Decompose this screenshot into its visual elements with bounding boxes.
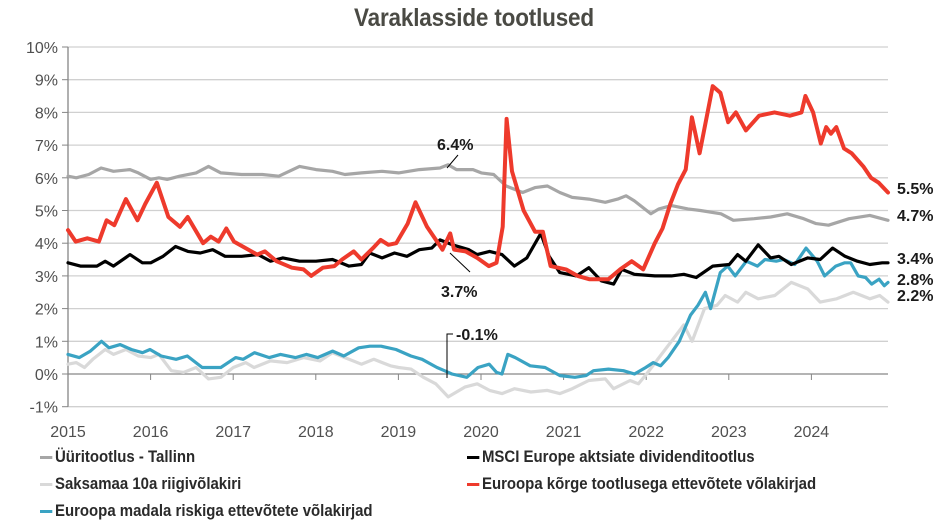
end-label: 5.5% [897,181,933,198]
end-label: 2.2% [897,288,933,305]
legend-item-investment-grade[interactable]: Euroopa madala riskiga ettevõtete võlaki… [40,501,373,521]
grid-lines [68,46,888,408]
y-tick-label: 5% [35,204,58,221]
x-tick-label: 2024 [794,424,830,441]
y-axis-tick-labels: 10% 9% 8% 7% 6% 5% 4% 3% 2% 1% 0% -1% [26,40,58,417]
legend-label: MSCI Europe aktsiate dividenditootlus [481,447,755,466]
series-line-4 [66,246,890,379]
end-label: 3.4% [897,251,933,268]
legend-item-rent-yield[interactable]: Üüritootlus - Tallinn [40,447,195,467]
x-tick-label: 2018 [298,424,334,441]
annotation-label: 6.4% [437,137,473,154]
y-tick-label: 6% [35,171,58,188]
y-tick-label: 7% [35,138,58,155]
series-line-1 [66,231,890,286]
legend-item-german-bund[interactable]: Saksamaa 10a riigivõlakiri [40,474,241,494]
legend-item-high-yield[interactable]: Euroopa kõrge tootlusega ettevõtete võla… [467,474,816,494]
y-tick-label: -1% [30,400,58,417]
annotation-leader [446,333,453,378]
legend-swatch [40,455,53,459]
annotation-label: 3.7% [441,284,477,301]
axes [62,46,888,408]
legend-swatch [40,482,53,486]
x-tick-label: 2016 [133,424,169,441]
legend-label: Euroopa kõrge tootlusega ettevõtete võla… [481,474,817,493]
x-axis-tick-labels: 2015 2016 2017 2018 2019 2020 2021 2022 2023 2024 [50,424,829,441]
end-label: 2.8% [897,272,933,289]
annotation-leader [449,252,471,273]
y-tick-label: 4% [35,236,58,253]
chart-title: Varaklasside tootlused [354,4,594,32]
legend-swatch [467,482,480,486]
series-lines [66,84,890,399]
legend-item-msci-dividend[interactable]: MSCI Europe aktsiate dividenditootlus [467,447,755,467]
legend-swatch [467,455,480,459]
series-line-0 [66,163,890,227]
series-line-3 [66,84,890,282]
end-label: 4.7% [897,208,933,225]
x-tick-label: 2023 [711,424,747,441]
end-labels: 4.7% 3.4% 2.2% 5.5% 2.8% [897,181,933,305]
y-tick-label: 3% [35,269,58,286]
x-tick-label: 2017 [215,424,251,441]
y-tick-label: 9% [35,73,58,90]
series-line-2 [66,280,890,399]
x-tick-label: 2015 [50,424,86,441]
x-tick-label: 2022 [628,424,664,441]
y-tick-label: 1% [35,334,58,351]
legend-swatch [40,509,53,513]
annotation-leader [446,154,459,169]
y-tick-label: 8% [35,105,58,122]
x-tick-label: 2019 [381,424,417,441]
y-tick-label: 0% [35,367,58,384]
y-tick-label: 2% [35,302,58,319]
legend-label: Euroopa madala riskiga ettevõtete võlaki… [54,501,373,520]
annotations: 6.4% 3.7% -0.1% [437,137,498,378]
x-tick-label: 2021 [546,424,582,441]
x-tick-label: 2020 [463,424,499,441]
legend-label: Saksamaa 10a riigivõlakiri [54,474,242,493]
y-tick-label: 10% [26,40,58,57]
legend-label: Üüritootlus - Tallinn [54,447,196,466]
annotation-label: -0.1% [456,327,498,344]
